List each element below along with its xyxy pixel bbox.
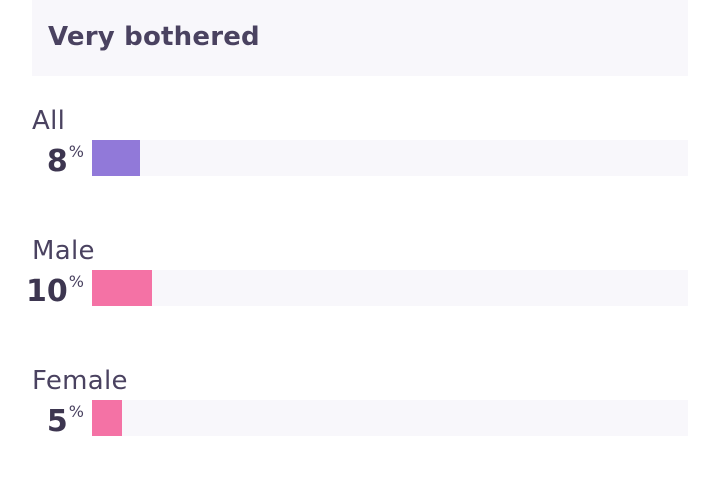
data-label-unit: % [68,402,84,421]
bar-track [92,270,688,306]
bar [92,400,122,436]
data-label-unit: % [68,142,84,161]
data-label-value: 10 [26,274,68,309]
category-label: All [32,106,66,136]
bar [92,270,152,306]
bar-track [92,140,688,176]
bar-track [92,400,688,436]
data-label-value: 8 [46,144,68,179]
data-label-value: 5 [46,404,68,439]
bar [92,140,140,176]
chart-header: Very bothered [32,0,688,76]
bar-group-female: Female 5% [0,366,720,476]
data-label: 8% [47,142,84,182]
category-label: Male [32,236,95,266]
data-label: 5% [47,402,84,442]
bar-group-male: Male 10% [0,236,720,346]
bar-group-all: All 8% [0,106,720,216]
chart-title: Very bothered [48,22,260,52]
category-label: Female [32,366,128,396]
data-label-unit: % [68,272,84,291]
data-label: 10% [26,272,84,312]
